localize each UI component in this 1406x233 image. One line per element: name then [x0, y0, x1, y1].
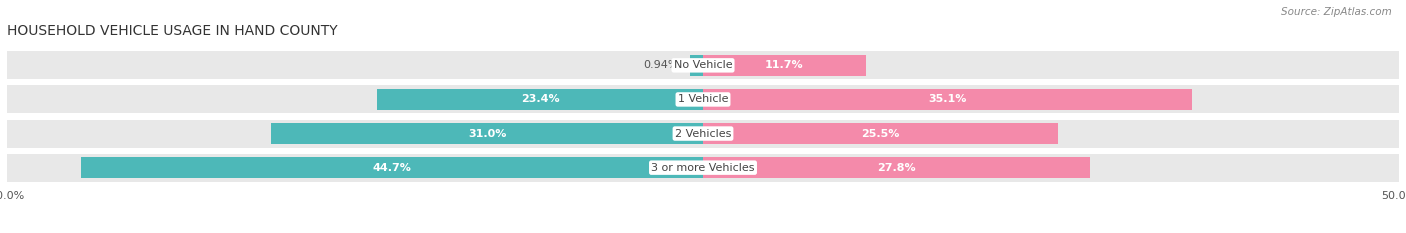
- Bar: [703, 55, 866, 76]
- Text: Source: ZipAtlas.com: Source: ZipAtlas.com: [1281, 7, 1392, 17]
- Bar: [703, 89, 1191, 110]
- Bar: [703, 157, 1090, 178]
- Text: 0.94%: 0.94%: [644, 60, 679, 70]
- Text: 44.7%: 44.7%: [373, 163, 412, 173]
- Bar: [7, 154, 1399, 182]
- Bar: [7, 120, 1399, 147]
- Text: 23.4%: 23.4%: [520, 94, 560, 104]
- Bar: [7, 51, 1399, 79]
- Text: 2 Vehicles: 2 Vehicles: [675, 129, 731, 139]
- Text: 27.8%: 27.8%: [877, 163, 915, 173]
- Bar: [7, 86, 1399, 113]
- Bar: [80, 157, 703, 178]
- Bar: [271, 123, 703, 144]
- Text: 3 or more Vehicles: 3 or more Vehicles: [651, 163, 755, 173]
- Bar: [703, 123, 1057, 144]
- Text: 1 Vehicle: 1 Vehicle: [678, 94, 728, 104]
- Text: 25.5%: 25.5%: [862, 129, 900, 139]
- Text: 31.0%: 31.0%: [468, 129, 506, 139]
- Text: HOUSEHOLD VEHICLE USAGE IN HAND COUNTY: HOUSEHOLD VEHICLE USAGE IN HAND COUNTY: [7, 24, 337, 38]
- Text: 35.1%: 35.1%: [928, 94, 966, 104]
- Bar: [690, 55, 703, 76]
- Text: 11.7%: 11.7%: [765, 60, 804, 70]
- Text: No Vehicle: No Vehicle: [673, 60, 733, 70]
- Bar: [377, 89, 703, 110]
